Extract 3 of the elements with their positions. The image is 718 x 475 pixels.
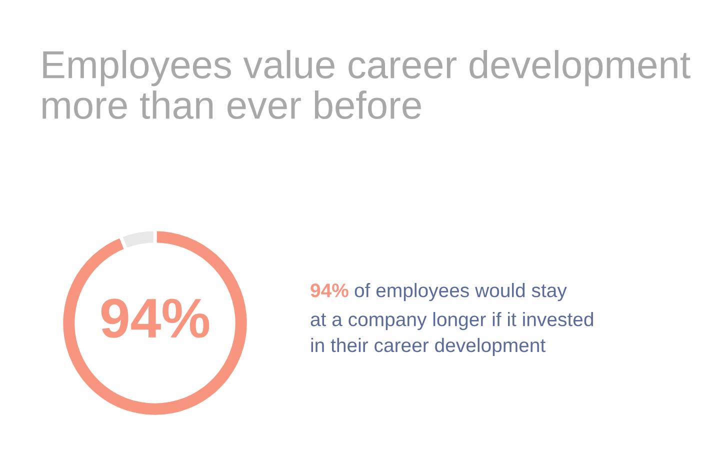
text: 94% of employees would stay at a company longer if it invested in their career development xyxy=(310,283,594,356)
text: 94% xyxy=(101,298,210,338)
text: Employees value career development more than ever before xyxy=(42,50,690,120)
